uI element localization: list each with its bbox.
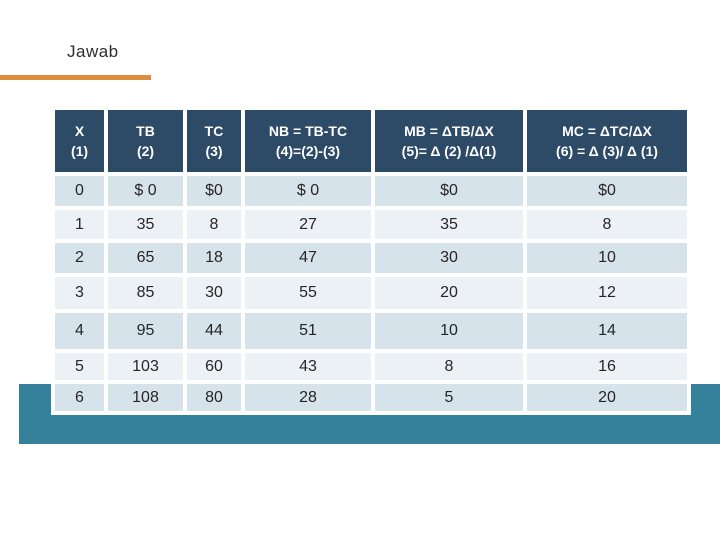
column-header: TB (2) bbox=[108, 110, 183, 172]
table-cell: 30 bbox=[375, 243, 523, 273]
page-title: Jawab bbox=[67, 42, 119, 61]
table-cell: 80 bbox=[187, 384, 241, 411]
table-cell: 12 bbox=[527, 277, 687, 309]
column-header-number: (5)= Δ (2) /Δ(1) bbox=[401, 143, 497, 159]
table-cell: 5 bbox=[375, 384, 523, 411]
table-cell: 1 bbox=[55, 210, 104, 239]
table-cell: 28 bbox=[245, 384, 371, 411]
column-header-formula: MB = ΔTB/ΔX bbox=[404, 122, 494, 139]
table-cell: 60 bbox=[187, 353, 241, 380]
table-cell: 14 bbox=[527, 313, 687, 349]
table-cell: 6 bbox=[55, 384, 104, 411]
benefit-cost-table: X (1) TB (2) TC (3) NB = TB-TC (4)=(2)-(3) MB = … bbox=[51, 106, 691, 415]
column-header-formula: MC = ΔTC/ΔX bbox=[562, 122, 652, 139]
table-cell: 5 bbox=[55, 353, 104, 380]
column-header-number: (6) = Δ (3)/ Δ (1) bbox=[556, 143, 658, 159]
column-header-number: (2) bbox=[136, 143, 155, 159]
column-header-number: (1) bbox=[70, 143, 89, 159]
table-cell: 2 bbox=[55, 243, 104, 273]
column-header: MC = ΔTC/ΔX (6) = Δ (3)/ Δ (1) bbox=[527, 110, 687, 172]
table-cell: 35 bbox=[108, 210, 183, 239]
column-header-formula: TB bbox=[136, 122, 155, 139]
table-cell: 103 bbox=[108, 353, 183, 380]
table-row: 3 85 30 55 20 12 bbox=[55, 277, 687, 309]
table-cell: 47 bbox=[245, 243, 371, 273]
table-cell: 3 bbox=[55, 277, 104, 309]
table-cell: 10 bbox=[527, 243, 687, 273]
table-header-row: X (1) TB (2) TC (3) NB = TB-TC (4)=(2)-(3) MB = … bbox=[55, 110, 687, 172]
column-header-formula: NB = TB-TC bbox=[268, 122, 348, 139]
column-header: TC (3) bbox=[187, 110, 241, 172]
table-cell: $0 bbox=[187, 176, 241, 206]
table-cell: 85 bbox=[108, 277, 183, 309]
column-header-formula: X bbox=[74, 122, 85, 139]
table-body: 0 $ 0 $0 $ 0 $0 $0 1 35 8 27 35 8 2 65 18 47 30 10 3 85 30 55… bbox=[55, 176, 687, 411]
table-row: 2 65 18 47 30 10 bbox=[55, 243, 687, 273]
table-cell: 10 bbox=[375, 313, 523, 349]
table-cell: 27 bbox=[245, 210, 371, 239]
table-row: 6 108 80 28 5 20 bbox=[55, 384, 687, 411]
table-cell: 55 bbox=[245, 277, 371, 309]
table-cell: 8 bbox=[187, 210, 241, 239]
table-row: 4 95 44 51 10 14 bbox=[55, 313, 687, 349]
table-cell: 0 bbox=[55, 176, 104, 206]
table-cell: 35 bbox=[375, 210, 523, 239]
table-cell: 20 bbox=[375, 277, 523, 309]
table-cell: $0 bbox=[527, 176, 687, 206]
column-header: NB = TB-TC (4)=(2)-(3) bbox=[245, 110, 371, 172]
table-row: 5 103 60 43 8 16 bbox=[55, 353, 687, 380]
table-cell: 16 bbox=[527, 353, 687, 380]
title-underline-accent bbox=[0, 75, 151, 80]
table-cell: 8 bbox=[527, 210, 687, 239]
column-header-number: (4)=(2)-(3) bbox=[275, 143, 341, 159]
table-cell: 30 bbox=[187, 277, 241, 309]
table-cell: 18 bbox=[187, 243, 241, 273]
column-header-number: (3) bbox=[205, 143, 223, 159]
table-cell: 95 bbox=[108, 313, 183, 349]
table-cell: 51 bbox=[245, 313, 371, 349]
table-cell: 65 bbox=[108, 243, 183, 273]
column-header: X (1) bbox=[55, 110, 104, 172]
table-header: X (1) TB (2) TC (3) NB = TB-TC (4)=(2)-(3) MB = … bbox=[55, 110, 687, 172]
table-cell: 20 bbox=[527, 384, 687, 411]
column-header-formula: TC bbox=[204, 122, 224, 139]
table-cell: 108 bbox=[108, 384, 183, 411]
table-cell: 8 bbox=[375, 353, 523, 380]
table-row: 1 35 8 27 35 8 bbox=[55, 210, 687, 239]
table-cell: $0 bbox=[375, 176, 523, 206]
column-header: MB = ΔTB/ΔX (5)= Δ (2) /Δ(1) bbox=[375, 110, 523, 172]
table-cell: 43 bbox=[245, 353, 371, 380]
table-cell: 4 bbox=[55, 313, 104, 349]
table-row: 0 $ 0 $0 $ 0 $0 $0 bbox=[55, 176, 687, 206]
table-cell: $ 0 bbox=[245, 176, 371, 206]
table-cell: $ 0 bbox=[108, 176, 183, 206]
table-cell: 44 bbox=[187, 313, 241, 349]
